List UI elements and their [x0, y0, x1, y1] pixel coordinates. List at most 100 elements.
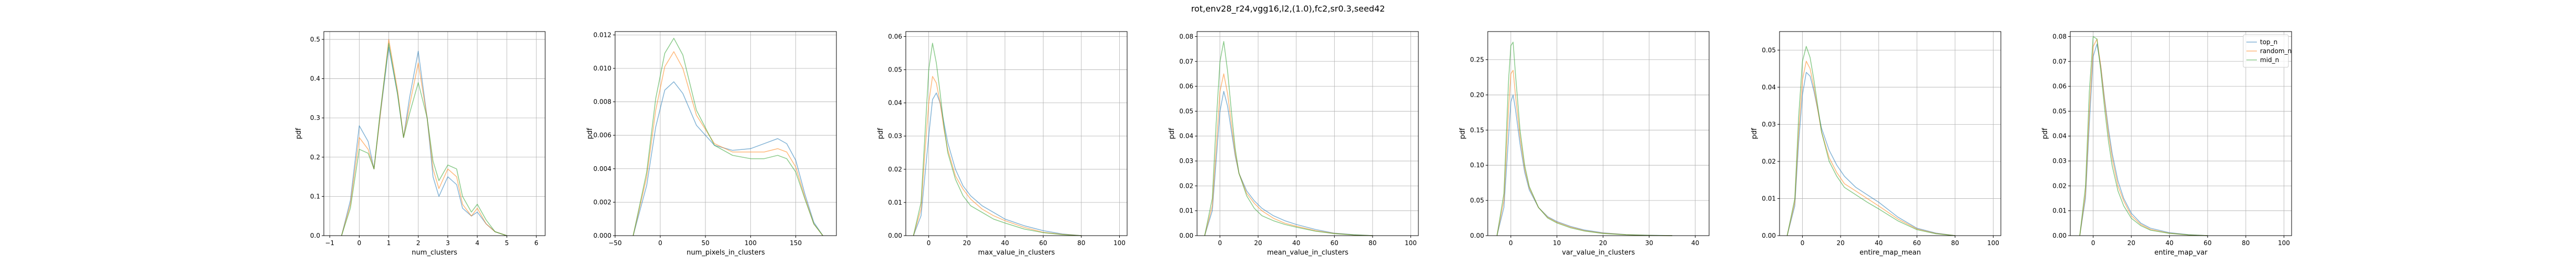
y-tick-label: 0.07	[1179, 58, 1193, 65]
x-axis-label: entire_map_var	[2154, 249, 2208, 257]
x-tick-label: 0	[927, 239, 931, 247]
y-axis-label: pdf	[1459, 128, 1467, 139]
series-line-mid_n	[1204, 41, 1373, 236]
subplot-3: 0 20 40 60 80 100 0.00 0.01 0.02 0.03 0.04 0.05 0.06…	[877, 31, 1128, 257]
series-line-top_n	[632, 81, 823, 236]
y-tick-label: 0.05	[1179, 107, 1193, 115]
x-axis-label: var_value_in_clusters	[1562, 249, 1635, 257]
x-tick-label: 5	[505, 239, 509, 247]
x-tick-label: 40	[1875, 239, 1883, 247]
x-tick-label: 0	[2091, 239, 2095, 247]
y-axis-label: pdf	[877, 128, 885, 139]
y-tick-label: 0.00	[1470, 232, 1484, 239]
y-tick-label: 0.008	[594, 98, 611, 106]
axes-frame	[1487, 31, 1710, 236]
subplot-4: 0 20 40 60 80 100 0.00 0.01 0.02 0.03 0.04 0.05 0.06…	[1168, 31, 1419, 257]
y-tick-label: 0.06	[2052, 83, 2067, 90]
y-tick-label: 0.03	[1179, 157, 1193, 165]
x-tick-label: 30	[1645, 239, 1653, 247]
x-tick-label: 40	[2165, 239, 2173, 247]
x-tick-label: 40	[1001, 239, 1009, 247]
subplots: −1 0 1 2 3 4 5 6 0.0 0.1 0.2 0.3 0.4 0.5 num_clusters p…	[295, 31, 2292, 257]
y-tick-label: 0.02	[2052, 182, 2067, 189]
y-tick-label: 0.03	[888, 133, 902, 140]
x-tick-label: 50	[701, 239, 709, 247]
x-tick-label: 80	[2242, 239, 2250, 247]
y-tick-label: 0.06	[888, 33, 902, 40]
series-line-top_n	[1786, 72, 1956, 236]
y-tick-label: 0.10	[1470, 161, 1484, 169]
y-tick-label: 0.00	[1179, 232, 1193, 239]
y-tick-label: 0.00	[2052, 232, 2067, 239]
series-line-top_n	[2079, 43, 2208, 236]
y-tick-label: 0.04	[888, 99, 902, 107]
subplot-7: 0 20 40 60 80 100 0.00 0.01 0.02 0.03 0.04 0.05 0.06…	[2041, 31, 2292, 257]
y-tick-label: 0.02	[1179, 182, 1193, 189]
y-tick-label: 0.00	[888, 232, 902, 239]
x-tick-label: 100	[1405, 239, 1417, 247]
x-tick-label: 40	[1691, 239, 1699, 247]
series-line-random_n	[2079, 38, 2208, 236]
series-line-mid_n	[632, 37, 823, 236]
y-tick-label: 0.07	[2052, 58, 2067, 65]
x-tick-label: 0	[1218, 239, 1222, 247]
y-tick-label: 0.01	[2052, 207, 2067, 215]
y-tick-label: 0.04	[1179, 133, 1193, 140]
y-tick-label: 0.05	[888, 66, 902, 74]
y-axis-label: pdf	[1168, 128, 1176, 139]
y-tick-label: 0.05	[1762, 46, 1776, 54]
figure-suptitle: rot,env28_r24,vgg16,l2,(1.0),fc2,sr0.3,s…	[1191, 4, 1385, 14]
y-tick-label: 0.2	[310, 154, 320, 161]
x-tick-label: 60	[2204, 239, 2212, 247]
y-tick-label: 0.02	[1762, 158, 1776, 165]
x-axis-label: num_pixels_in_clusters	[687, 249, 765, 257]
x-tick-label: 60	[1331, 239, 1338, 247]
y-tick-label: 0.04	[2052, 133, 2067, 140]
x-tick-label: 100	[1113, 239, 1126, 247]
y-tick-label: 0.4	[310, 75, 320, 83]
x-tick-label: 60	[1039, 239, 1047, 247]
x-axis-label: max_value_in_clusters	[978, 249, 1055, 257]
x-tick-label: 3	[446, 239, 450, 247]
legend-label-random_n: random_n	[2260, 47, 2292, 55]
y-axis-label: pdf	[586, 128, 594, 139]
subplot-6: 0 20 40 60 80 100 0.00 0.01 0.02 0.03 0.04 0.05 enti…	[1751, 31, 2001, 257]
y-tick-label: 0.01	[888, 199, 902, 206]
series-line-mid_n	[341, 43, 507, 236]
y-tick-label: 0.03	[1762, 120, 1776, 128]
series-line-random_n	[913, 76, 1081, 236]
subplot-2: −50 0 50 100 150 0.000 0.002 0.004 0.006 0.008 0.0…	[586, 31, 837, 257]
series-line-top_n	[913, 92, 1081, 236]
x-tick-label: 100	[744, 239, 757, 247]
y-tick-label: 0.004	[594, 165, 611, 173]
x-tick-label: −50	[608, 239, 621, 247]
legend-box	[2243, 34, 2289, 68]
x-tick-label: 20	[1599, 239, 1607, 247]
series-line-mid_n	[2079, 36, 2208, 236]
series-line-random_n	[1204, 73, 1373, 236]
y-tick-label: 0.006	[594, 132, 611, 139]
y-tick-label: 0.01	[1762, 195, 1776, 202]
y-tick-label: 0.0	[310, 232, 320, 239]
x-tick-label: 0	[1509, 239, 1513, 247]
axes-frame	[2070, 31, 2292, 236]
series-line-top_n	[341, 47, 507, 236]
x-tick-label: 20	[1254, 239, 1262, 247]
y-tick-label: 0.05	[1470, 197, 1484, 204]
y-axis-label: pdf	[2041, 128, 2049, 139]
x-axis-label: mean_value_in_clusters	[1267, 249, 1348, 257]
y-tick-label: 0.010	[594, 65, 611, 72]
legend-label-mid_n: mid_n	[2260, 56, 2279, 64]
x-tick-label: 4	[475, 239, 479, 247]
y-tick-label: 0.002	[594, 198, 611, 206]
x-tick-label: 0	[1801, 239, 1805, 247]
axes-frame	[1197, 31, 1419, 236]
x-tick-label: 2	[416, 239, 421, 247]
x-tick-label: −1	[325, 239, 334, 247]
x-tick-label: 100	[2278, 239, 2290, 247]
y-tick-label: 0.03	[2052, 157, 2067, 165]
x-tick-label: 100	[1987, 239, 1999, 247]
x-tick-label: 20	[963, 239, 970, 247]
